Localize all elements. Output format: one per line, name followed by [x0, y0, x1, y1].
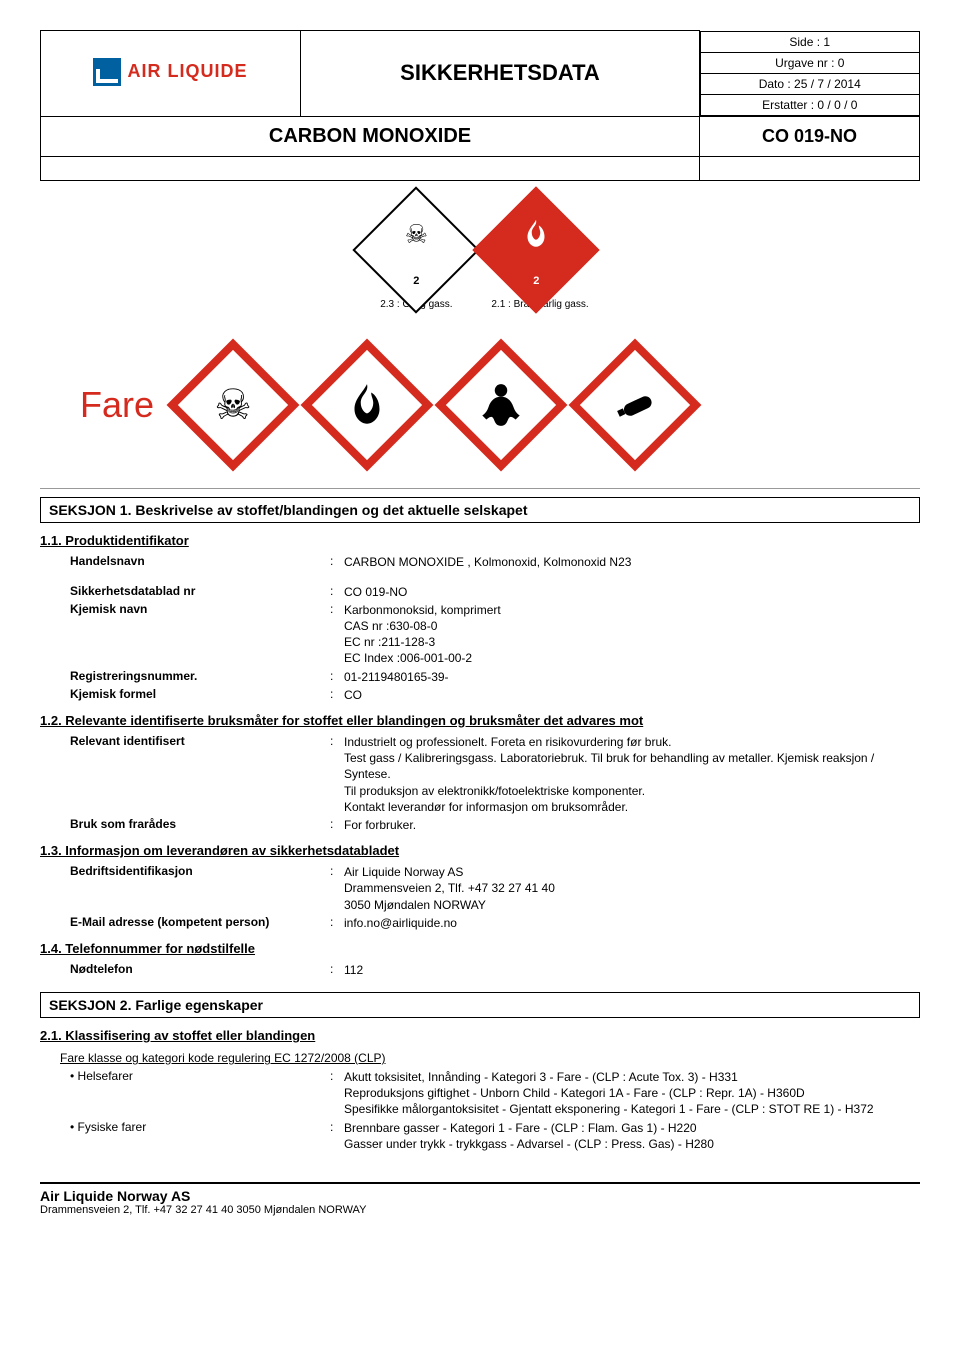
- company-logo-text: AIR LIQUIDE: [127, 61, 247, 82]
- chem-name-value: Karbonmonoksid, komprimert CAS nr :630-0…: [344, 602, 920, 667]
- health-hazard-value: Akutt toksisitet, Innånding - Kategori 3…: [344, 1069, 920, 1118]
- section-1-2-heading: 1.2. Relevante identifiserte bruksmåter …: [40, 713, 920, 728]
- signal-row: Fare ☠: [40, 320, 920, 480]
- adr-flammable-diamond: 2: [491, 205, 581, 295]
- adr-toxic-diamond: ☠ 2: [371, 205, 461, 295]
- clp-sub-heading: Fare klasse og kategori kode regulering …: [60, 1051, 920, 1065]
- advised-against-label: Bruk som frarådes: [70, 817, 330, 833]
- relevant-use-value: Industrielt og professionelt. Foreta en …: [344, 734, 920, 815]
- skull-crossbones-icon: ☠: [178, 350, 288, 460]
- physical-hazard-label: Fysiske farer: [70, 1120, 330, 1152]
- company-id-row: Bedriftsidentifikasjon : Air Liquide Nor…: [70, 864, 920, 913]
- company-id-label: Bedriftsidentifikasjon: [70, 864, 330, 913]
- physical-hazard-value: Brennbare gasser - Kategori 1 - Fare - (…: [344, 1120, 920, 1152]
- health-hazard-label: Helsefarer: [70, 1069, 330, 1118]
- chem-name-row: Kjemisk navn : Karbonmonoksid, komprimer…: [70, 602, 920, 667]
- signal-word: Fare: [80, 384, 154, 426]
- emergency-phone-label: Nødtelefon: [70, 962, 330, 978]
- company-id-value: Air Liquide Norway AS Drammensveien 2, T…: [344, 864, 920, 913]
- adr-class-number: 2: [413, 275, 419, 287]
- formula-row: Kjemisk formel : CO: [70, 687, 920, 703]
- section-1-heading: SEKSJON 1. Beskrivelse av stoffet/blandi…: [40, 497, 920, 523]
- formula-label: Kjemisk formel: [70, 687, 330, 703]
- flame-icon: [312, 350, 422, 460]
- formula-value: CO: [344, 687, 920, 703]
- sds-no-label: Sikkerhetsdatablad nr: [70, 584, 330, 600]
- adr-class-number: 2: [533, 275, 539, 287]
- divider: [40, 488, 920, 489]
- section-2-1-heading: 2.1. Klassifisering av stoffet eller bla…: [40, 1028, 920, 1043]
- reg-no-value: 01-2119480165-39-: [344, 669, 920, 685]
- flame-icon: [519, 217, 553, 258]
- section-1-4-heading: 1.4. Telefonnummer for nødstilfelle: [40, 941, 920, 956]
- section-1-3-heading: 1.3. Informasjon om leverandøren av sikk…: [40, 843, 920, 858]
- advised-against-row: Bruk som frarådes : For forbruker.: [70, 817, 920, 833]
- health-hazard-row: Helsefarer : Akutt toksisitet, Innånding…: [70, 1069, 920, 1118]
- meta-replaces: Erstatter : 0 / 0 / 0: [701, 94, 920, 115]
- meta-page: Side : 1: [701, 31, 920, 52]
- advised-against-value: For forbruker.: [344, 817, 920, 833]
- meta-cell: Side : 1 Urgave nr : 0 Dato : 25 / 7 / 2…: [700, 31, 920, 117]
- meta-date: Dato : 25 / 7 / 2014: [701, 73, 920, 94]
- email-value: info.no@airliquide.no: [344, 915, 920, 931]
- footer-address: Drammensveien 2, Tlf. +47 32 27 41 40 30…: [40, 1204, 920, 1216]
- ghs-skull-pictogram: ☠: [178, 350, 288, 460]
- skull-icon: ☠: [405, 219, 428, 250]
- trade-name-row: Handelsnavn : CARBON MONOXIDE , Kolmonox…: [70, 554, 920, 570]
- header-table: AIR LIQUIDE SIKKERHETSDATA Side : 1 Urga…: [40, 30, 920, 181]
- section-1-1-heading: 1.1. Produktidentifikator: [40, 533, 920, 548]
- trade-name-value: CARBON MONOXIDE , Kolmonoxid, Kolmonoxid…: [344, 554, 920, 570]
- relevant-use-label: Relevant identifisert: [70, 734, 330, 815]
- product-name: CARBON MONOXIDE: [41, 116, 700, 156]
- email-label: E-Mail adresse (kompetent person): [70, 915, 330, 931]
- section-2-heading: SEKSJON 2. Farlige egenskaper: [40, 992, 920, 1018]
- physical-hazard-row: Fysiske farer : Brennbare gasser - Kateg…: [70, 1120, 920, 1152]
- document-title: SIKKERHETSDATA: [301, 31, 700, 117]
- sds-no-row: Sikkerhetsdatablad nr : CO 019-NO: [70, 584, 920, 600]
- ghs-flame-pictogram: [312, 350, 422, 460]
- adr-pictogram-row: ☠ 2 2.3 : Giftig gass. 2 2.1 : Brannfarl…: [40, 181, 920, 320]
- email-row: E-Mail adresse (kompetent person) : info…: [70, 915, 920, 931]
- ghs-health-hazard-pictogram: [446, 350, 556, 460]
- chem-name-label: Kjemisk navn: [70, 602, 330, 667]
- reg-no-label: Registreringsnummer.: [70, 669, 330, 685]
- gas-cylinder-icon: [580, 350, 690, 460]
- sds-no-value: CO 019-NO: [344, 584, 920, 600]
- emergency-phone-value: 112: [344, 962, 920, 978]
- ghs-gas-cylinder-pictogram: [580, 350, 690, 460]
- page-footer: Air Liquide Norway AS Drammensveien 2, T…: [40, 1182, 920, 1216]
- trade-name-label: Handelsnavn: [70, 554, 330, 570]
- emergency-phone-row: Nødtelefon : 112: [70, 962, 920, 978]
- product-code: CO 019-NO: [700, 116, 920, 156]
- logo-cell: AIR LIQUIDE: [41, 31, 301, 117]
- reg-no-row: Registreringsnummer. : 01-2119480165-39-: [70, 669, 920, 685]
- health-hazard-icon: [446, 350, 556, 460]
- relevant-use-row: Relevant identifisert : Industrielt og p…: [70, 734, 920, 815]
- meta-version: Urgave nr : 0: [701, 52, 920, 73]
- footer-company: Air Liquide Norway AS: [40, 1188, 920, 1204]
- company-logo-icon: [93, 58, 121, 86]
